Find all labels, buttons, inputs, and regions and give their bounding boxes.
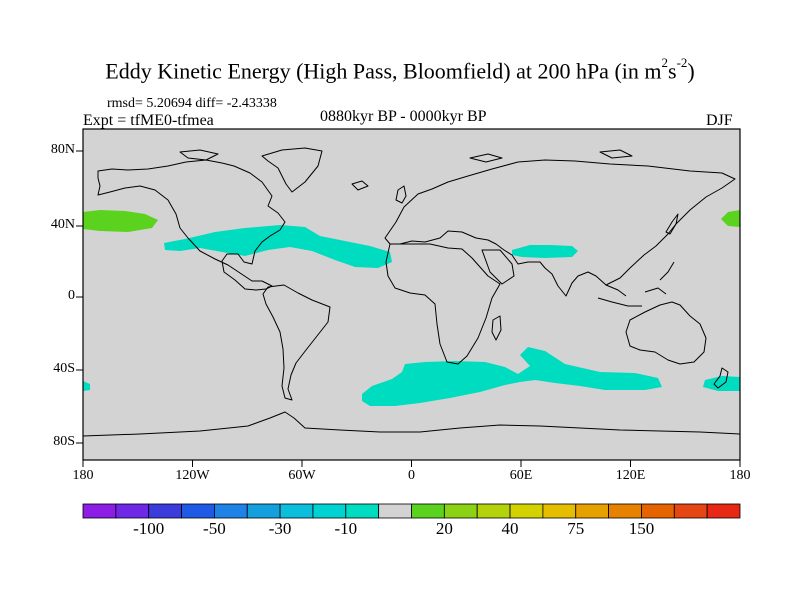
colorbar-label: -10 bbox=[334, 519, 358, 538]
colorbar-box bbox=[411, 503, 445, 519]
anomaly-negative-spacific-west bbox=[83, 381, 90, 391]
coast-uk bbox=[395, 185, 407, 204]
colorbar-box bbox=[542, 503, 577, 519]
colorbar bbox=[82, 503, 741, 519]
lat-label: 40N bbox=[50, 217, 75, 232]
coast-arctic-islands bbox=[179, 149, 633, 163]
coast-japan bbox=[665, 213, 679, 235]
colorbar-box bbox=[312, 503, 347, 519]
colorbar-box bbox=[148, 503, 182, 519]
coast-africa bbox=[385, 243, 501, 365]
lon-label: 120W bbox=[175, 468, 210, 483]
colorbar-box bbox=[509, 503, 544, 519]
anomaly-negative-southern-ocean bbox=[362, 347, 662, 406]
colorbar-label: -100 bbox=[133, 519, 165, 538]
lon-label: 60E bbox=[509, 468, 533, 483]
coast-arabia bbox=[481, 249, 515, 285]
anomaly-positive-npacific-west bbox=[83, 210, 158, 232]
anomaly-negative-spacific-east bbox=[703, 376, 740, 391]
colorbar-box bbox=[673, 503, 708, 519]
map-title: Eddy Kinetic Energy (High Pass, Bloomfie… bbox=[105, 55, 695, 84]
coast-north-america bbox=[97, 159, 286, 291]
anomaly-negative-arabia bbox=[512, 245, 578, 258]
colorbar-box bbox=[82, 503, 117, 519]
experiment-label: Expt = tfME0-tfmea bbox=[83, 112, 214, 129]
colorbar-box bbox=[476, 503, 511, 519]
colorbar-label: -30 bbox=[268, 519, 292, 538]
colorbar-box bbox=[378, 503, 412, 519]
colorbar-label: 150 bbox=[628, 519, 655, 538]
coast-indonesia bbox=[597, 261, 675, 307]
lon-label: 180 bbox=[72, 468, 94, 483]
colorbar-box bbox=[443, 503, 478, 519]
lat-label: 80N bbox=[50, 142, 75, 157]
lat-label: 80S bbox=[53, 434, 75, 449]
coast-antarctica bbox=[82, 411, 741, 437]
colorbar-box bbox=[575, 503, 609, 519]
colorbar-box bbox=[115, 503, 150, 519]
coast-europe-asia bbox=[384, 159, 736, 297]
colorbar-box bbox=[641, 503, 675, 519]
colorbar-label: 40 bbox=[501, 519, 519, 538]
axis-ticks bbox=[76, 150, 741, 467]
coast-new-zealand bbox=[713, 367, 729, 389]
anomaly-negative-natlantic bbox=[164, 225, 392, 268]
lat-label: 0 bbox=[68, 288, 75, 303]
colorbar-label: 20 bbox=[435, 519, 453, 538]
coast-madagascar bbox=[491, 315, 502, 341]
colorbar-box bbox=[246, 503, 281, 519]
colorbar-box bbox=[706, 503, 741, 519]
lon-label: 60W bbox=[288, 468, 316, 483]
coast-iceland bbox=[351, 180, 369, 191]
stats-label: rmsd= 5.20694 diff= -2.43338 bbox=[107, 96, 277, 111]
anomaly-fields bbox=[83, 210, 740, 406]
lon-label: 180 bbox=[729, 468, 751, 483]
anomaly-positive-npacific-east bbox=[721, 210, 740, 227]
colorbar-box bbox=[279, 503, 314, 519]
colorbar-box bbox=[213, 503, 248, 519]
colorbar-label: 75 bbox=[567, 519, 585, 538]
colorbar-box bbox=[345, 503, 380, 519]
lon-label: 120E bbox=[615, 468, 646, 483]
colorbar-box bbox=[608, 503, 642, 519]
coast-australia bbox=[625, 301, 707, 365]
lat-label: 40S bbox=[53, 361, 75, 376]
period-label: 0880kyr BP - 0000kyr BP bbox=[320, 108, 487, 125]
coastlines bbox=[82, 147, 741, 437]
lon-label: 0 bbox=[408, 468, 415, 483]
coast-greenland bbox=[261, 147, 323, 193]
colorbar-label: -50 bbox=[203, 519, 226, 538]
colorbar-box bbox=[181, 503, 215, 519]
map-background bbox=[83, 129, 740, 460]
season-label: DJF bbox=[706, 112, 733, 129]
coast-south-america bbox=[262, 284, 331, 401]
